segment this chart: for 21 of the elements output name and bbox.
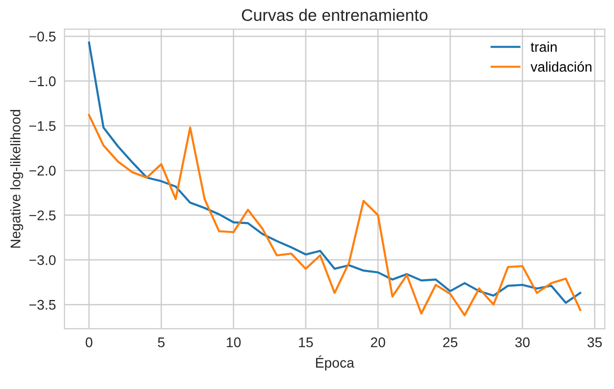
x-tick-label: 20 (370, 337, 386, 348)
legend-label: train (530, 42, 557, 52)
x-tick-label: 25 (443, 337, 458, 348)
chart-title: Curvas de entrenamiento (242, 8, 428, 22)
x-tick-label: 10 (226, 337, 241, 348)
y-tick-label: −0.5 (29, 32, 56, 42)
y-tick-label: −2.0 (29, 166, 56, 176)
x-tick-label: 30 (515, 337, 530, 348)
x-tick-label: 15 (299, 338, 313, 348)
legend-label: validación (530, 61, 592, 72)
x-tick-label: 5 (158, 338, 165, 348)
x-axis-title: Época (316, 356, 354, 370)
y-tick-label: −3.0 (29, 255, 56, 266)
x-tick-label: 35 (587, 337, 602, 348)
y-axis-title: Negative log-likelihood (10, 110, 24, 248)
y-tick-label: −1.5 (29, 121, 56, 131)
line-series (88, 114, 582, 316)
x-tick-label: 0 (86, 337, 92, 348)
y-tick-label: −1.0 (29, 76, 56, 86)
y-tick-label: −3.5 (29, 300, 56, 310)
y-tick-label: −2.5 (29, 210, 56, 220)
